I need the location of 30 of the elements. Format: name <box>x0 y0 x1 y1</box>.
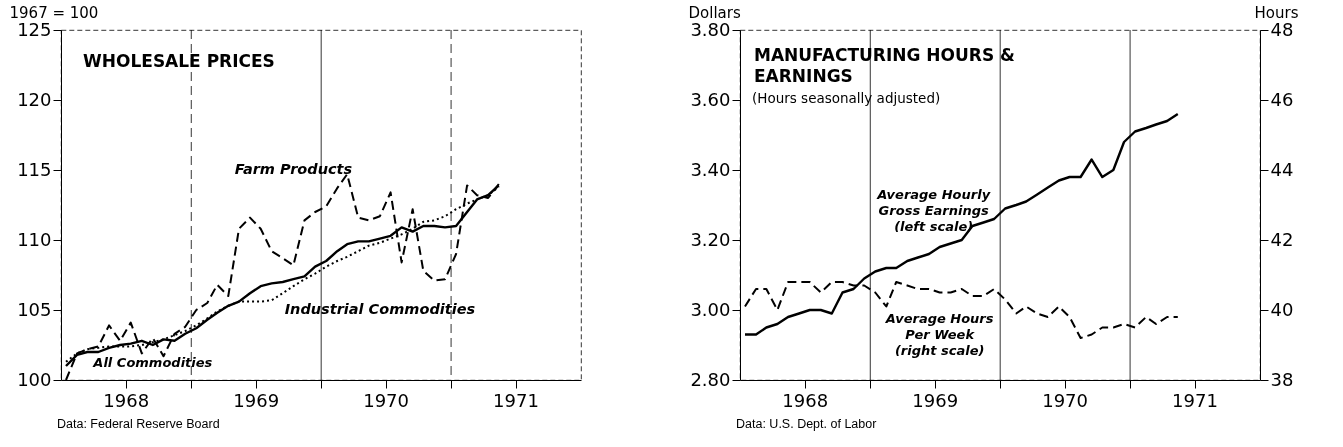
y2-tick-label: 38 <box>1270 368 1294 390</box>
y2-tick-label: 44 <box>1270 158 1294 180</box>
x-tick-label: 1969 <box>912 389 959 411</box>
y-tick-label: 2.80 <box>690 368 731 390</box>
series-label: Farm Products <box>234 161 353 178</box>
y-tick-label: 115 <box>17 158 52 180</box>
x-tick-label: 1968 <box>103 389 150 411</box>
y-tick-label: 100 <box>17 368 52 390</box>
x-tick-label: 1970 <box>1042 389 1089 411</box>
x-tick-label: 1970 <box>363 389 410 411</box>
y-tick-label: 3.40 <box>690 158 731 180</box>
y2-tick-label: 42 <box>1270 228 1294 250</box>
text: Data: Federal Reserve Board <box>57 417 220 431</box>
y-tick-label: 120 <box>17 88 52 110</box>
series-label: Industrial Commodities <box>284 300 476 317</box>
y-tick-label: 3.20 <box>690 228 731 250</box>
y-tick-label: 110 <box>17 228 52 250</box>
y2-tick-label: 46 <box>1270 88 1294 110</box>
series-label: All Commodities <box>92 355 213 370</box>
x-tick-label: 1971 <box>1172 389 1218 411</box>
y-tick-label: 3.00 <box>690 298 731 320</box>
series-label: Average Hours Per Week (right scale) <box>884 310 994 358</box>
x-tick-label: 1969 <box>233 389 280 411</box>
x-tick-label: 1968 <box>782 389 829 411</box>
y-tick-label: 105 <box>17 298 52 320</box>
text: WHOLESALE PRICES <box>83 51 275 71</box>
y2-tick-label: 40 <box>1270 298 1294 320</box>
x-tick-label: 1971 <box>493 389 539 411</box>
y-tick-label: 3.60 <box>690 88 731 110</box>
text: Data: U.S. Dept. of Labor <box>736 417 877 431</box>
